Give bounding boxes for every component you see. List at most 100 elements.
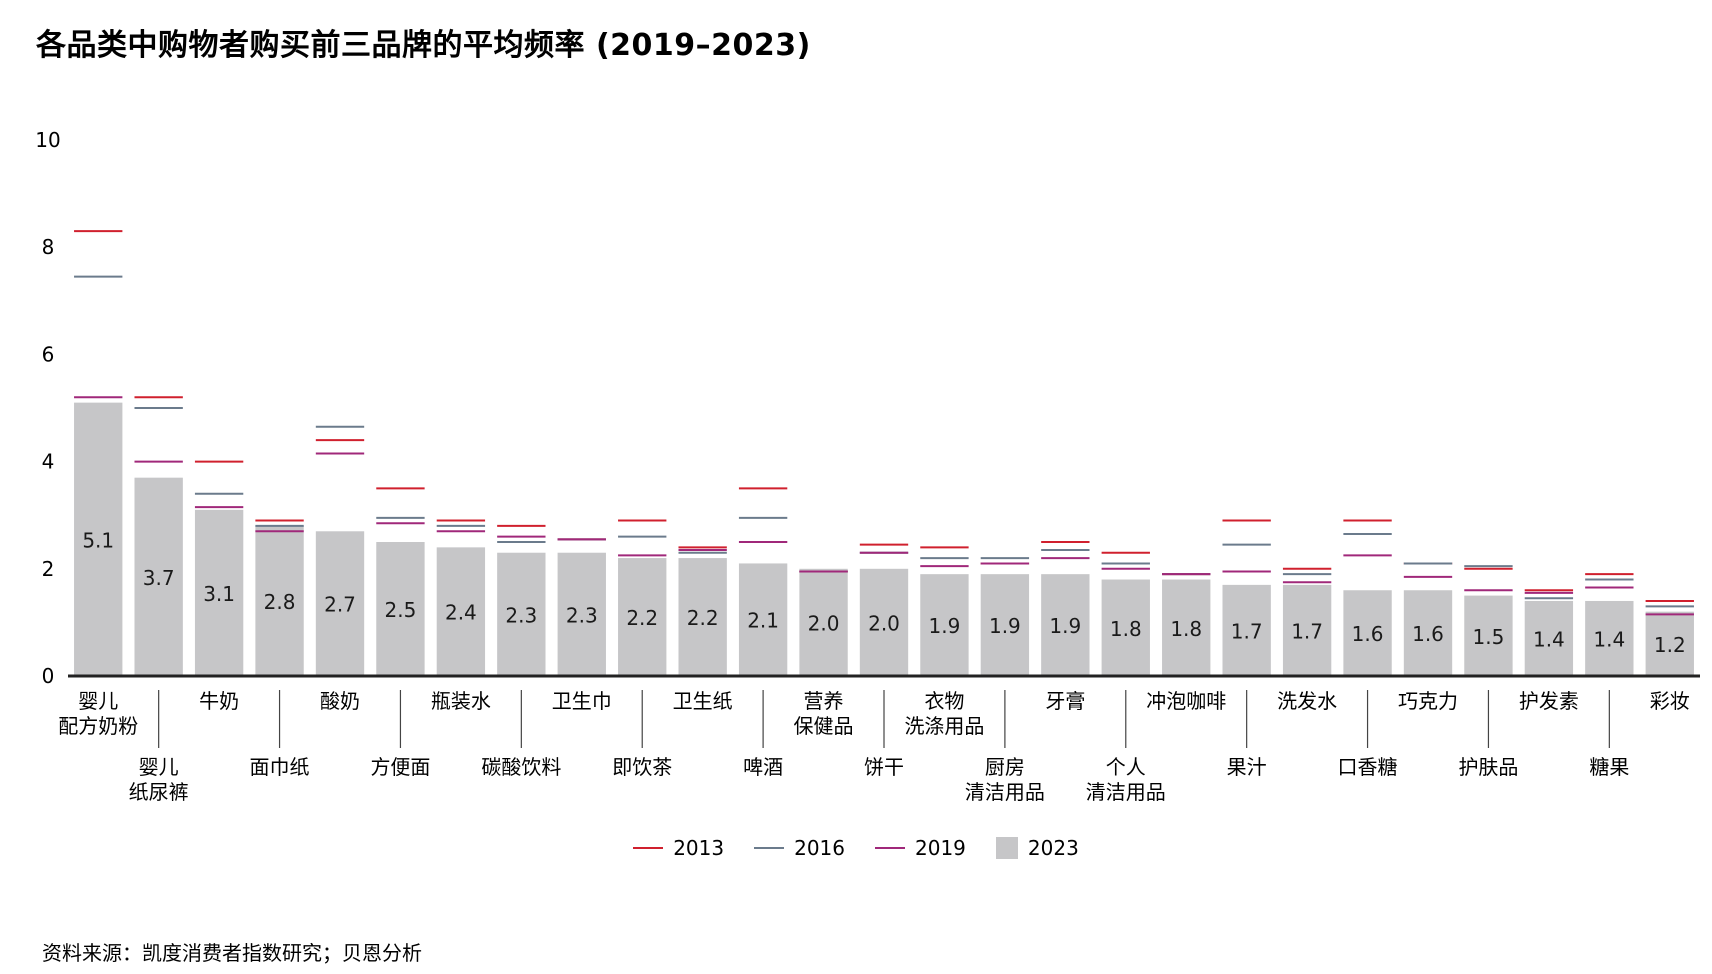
category-label: 即饮茶 (612, 755, 672, 779)
category-label-line: 口香糖 (1338, 755, 1398, 779)
bar-2023 (194, 509, 244, 676)
category-label-line: 碳酸饮料 (481, 755, 561, 779)
x-axis-category-labels: 婴儿配方奶粉婴儿纸尿裤牛奶面巾纸酸奶方便面瓶装水碳酸饮料卫生巾即饮茶卫生纸啤酒营… (58, 689, 1690, 804)
legend-item-2019: 2019 (875, 836, 966, 860)
year-markers (74, 230, 1694, 616)
legend-label-2013: 2013 (673, 836, 725, 860)
y-tick-label: 2 (42, 557, 55, 581)
value-label: 3.1 (203, 582, 235, 606)
category-label: 瓶装水 (431, 689, 491, 713)
bar-2023 (436, 547, 486, 676)
category-label-line: 配方奶粉 (58, 714, 138, 738)
category-label-line: 酸奶 (320, 689, 360, 713)
category-label: 牙膏 (1045, 689, 1085, 713)
value-label: 2.8 (264, 590, 296, 614)
category-label-line: 洗涤用品 (904, 714, 984, 738)
category-label-line: 卫生纸 (673, 689, 733, 713)
category-label: 巧克力 (1398, 689, 1458, 713)
y-tick-label: 8 (42, 235, 55, 259)
value-label: 2.7 (324, 593, 356, 617)
value-label: 1.6 (1352, 622, 1384, 646)
category-label-line: 清洁用品 (1086, 780, 1166, 804)
bar-2023 (738, 563, 788, 676)
value-label: 1.2 (1654, 633, 1686, 657)
value-labels: 5.1 3.7 3.1 2.8 2.7 2.5 2.4 2.3 2.3 2.2 2.2 2.1 2.0 2… (82, 528, 1685, 657)
category-label: 洗发水 (1277, 689, 1337, 713)
bar-2023 (618, 558, 667, 676)
bar-2023 (376, 542, 425, 676)
value-label: 1.9 (929, 614, 961, 638)
value-label: 2.5 (385, 598, 417, 622)
category-label: 面巾纸 (250, 755, 310, 779)
bar-2023 (1343, 590, 1392, 676)
category-label-line: 饼干 (864, 755, 904, 779)
category-label-line: 营养 (804, 689, 844, 713)
value-label: 1.7 (1291, 619, 1323, 643)
value-label: 3.7 (143, 566, 175, 590)
category-label-line: 护肤品 (1458, 755, 1518, 779)
category-label-line: 牛奶 (199, 689, 239, 713)
category-label: 婴儿配方奶粉 (58, 689, 138, 738)
category-label: 营养保健品 (794, 689, 854, 738)
y-tick-label: 10 (35, 128, 60, 152)
category-label: 衣物洗涤用品 (904, 689, 984, 738)
category-label-line: 厨房 (985, 755, 1025, 779)
bar-2023 (1222, 584, 1271, 676)
category-label: 啤酒 (743, 755, 783, 779)
legend-label-2016: 2016 (794, 836, 845, 860)
chart-title: 各品类中购物者购买前三品牌的平均频率 (2019–2023) (36, 28, 811, 63)
value-label: 1.4 (1533, 627, 1565, 651)
value-label: 2.1 (747, 609, 779, 633)
bar-2023 (1162, 579, 1211, 676)
bar-2023 (1645, 611, 1694, 676)
legend-item-2016: 2016 (754, 836, 845, 860)
category-label: 方便面 (370, 755, 430, 779)
y-tick-label: 0 (42, 664, 55, 688)
legend-label-2019: 2019 (915, 836, 966, 860)
value-label: 2.3 (505, 603, 537, 627)
category-label-line: 保健品 (794, 714, 854, 738)
bar-2023 (557, 552, 606, 676)
category-label: 酸奶 (320, 689, 360, 713)
legend-line-2013 (633, 847, 664, 849)
category-label-line: 即饮茶 (612, 755, 672, 779)
bar-2023 (134, 477, 183, 676)
value-label: 2.4 (445, 601, 477, 625)
y-tick-label: 6 (42, 342, 55, 366)
value-label: 1.7 (1231, 619, 1263, 643)
value-label: 1.9 (989, 614, 1021, 638)
category-label-line: 清洁用品 (965, 780, 1045, 804)
bar-2023 (315, 531, 365, 676)
category-label: 厨房清洁用品 (965, 755, 1045, 804)
bar-2023 (1524, 600, 1574, 676)
category-label-line: 糖果 (1589, 755, 1629, 779)
category-label-line: 牙膏 (1045, 689, 1085, 713)
category-label: 婴儿纸尿裤 (129, 755, 189, 804)
bar-2023 (1282, 584, 1332, 676)
value-label: 1.8 (1170, 617, 1202, 641)
category-label: 果汁 (1227, 755, 1267, 779)
value-label: 1.6 (1412, 622, 1444, 646)
bar-2023 (859, 568, 909, 676)
category-label-line: 洗发水 (1277, 689, 1337, 713)
category-label: 牛奶 (199, 689, 239, 713)
category-label: 护发素 (1519, 689, 1579, 713)
source-note: 资料来源：凯度消费者指数研究；贝恩分析 (42, 941, 422, 965)
bars-2023 (74, 402, 1694, 676)
category-label-line: 彩妆 (1650, 689, 1690, 713)
category-label-line: 面巾纸 (250, 755, 310, 779)
y-axis: 0 2 4 6 8 10 (35, 128, 60, 688)
bar-2023 (255, 525, 304, 676)
category-label: 饼干 (864, 755, 904, 779)
value-label: 1.8 (1110, 617, 1142, 641)
legend-swatch-2023 (995, 837, 1018, 859)
category-label: 个人清洁用品 (1086, 755, 1166, 804)
category-label: 口香糖 (1338, 755, 1398, 779)
category-label: 糖果 (1589, 755, 1629, 779)
category-label-line: 婴儿 (78, 689, 118, 713)
category-label-line: 啤酒 (743, 755, 783, 779)
category-label-line: 纸尿裤 (129, 780, 189, 804)
category-label-line: 果汁 (1227, 755, 1267, 779)
bar-2023 (920, 574, 969, 676)
